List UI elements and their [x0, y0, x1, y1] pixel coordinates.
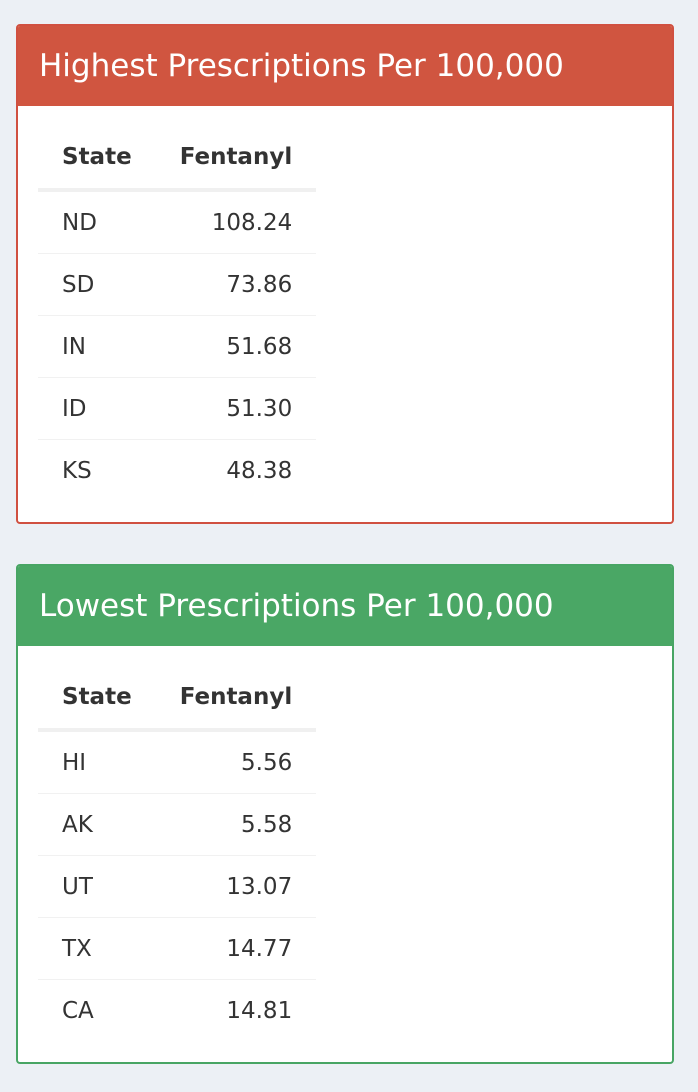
state-cell: HI — [62, 749, 87, 776]
table-row: CA 14.81 — [38, 979, 317, 1041]
state-cell: UT — [38, 855, 156, 918]
state-cell: IN — [38, 315, 156, 378]
lowest-box-title: Lowest Prescriptions Per 100,000 — [18, 566, 672, 646]
table-row: IN 51.68 — [38, 315, 317, 378]
fentanyl-cell: 5.56 — [241, 749, 293, 776]
table-row: KS 48.38 — [38, 439, 317, 501]
fentanyl-cell: 51.68 — [155, 315, 317, 378]
state-cell: ID — [38, 377, 156, 440]
state-cell: KS — [38, 439, 156, 501]
state-cell: CA — [38, 979, 156, 1041]
state-cell: SD — [38, 253, 156, 316]
table-row: HI 5.56 — [38, 730, 316, 794]
table-row: AK 5.58 — [38, 793, 317, 856]
lowest-box-body: State Fentanyl HI 5.56 AK 5.58 UT 13.07 — [18, 646, 672, 1041]
fentanyl-cell: 5.58 — [155, 793, 317, 856]
lowest-table: State Fentanyl HI 5.56 AK 5.58 UT 13.07 — [38, 666, 317, 1041]
state-cell: AK — [38, 793, 156, 856]
table-row: TX 14.77 — [38, 917, 317, 980]
fentanyl-cell: 108.24 — [211, 209, 293, 236]
highest-prescriptions-box: Highest Prescriptions Per 100,000 State … — [16, 24, 674, 524]
table-row: UT 13.07 — [38, 855, 317, 918]
table-header-row: State Fentanyl — [38, 126, 317, 192]
fentanyl-cell: 48.38 — [155, 439, 317, 501]
state-cell: TX — [38, 917, 156, 980]
fentanyl-cell: 73.86 — [155, 253, 317, 316]
fentanyl-cell: 14.81 — [155, 979, 317, 1041]
column-header-state: State — [38, 126, 156, 192]
column-header-state: State — [38, 666, 156, 732]
column-header-fentanyl: Fentanyl — [155, 666, 317, 732]
table-row: ID 51.30 — [38, 377, 317, 440]
highest-box-body: State Fentanyl ND 108.24 SD 73.86 IN 51.… — [18, 106, 672, 501]
table-row: SD 73.86 — [38, 253, 317, 316]
table-row: ND 108.24 — [38, 190, 316, 254]
table-header-row: State Fentanyl — [38, 666, 317, 732]
fentanyl-cell: 13.07 — [155, 855, 317, 918]
fentanyl-cell: 51.30 — [155, 377, 317, 440]
highest-box-title: Highest Prescriptions Per 100,000 — [18, 26, 672, 106]
highest-table: State Fentanyl ND 108.24 SD 73.86 IN 51.… — [38, 126, 317, 501]
state-cell: ND — [62, 209, 97, 236]
fentanyl-cell: 14.77 — [155, 917, 317, 980]
column-header-fentanyl: Fentanyl — [155, 126, 317, 192]
lowest-prescriptions-box: Lowest Prescriptions Per 100,000 State F… — [16, 564, 674, 1064]
